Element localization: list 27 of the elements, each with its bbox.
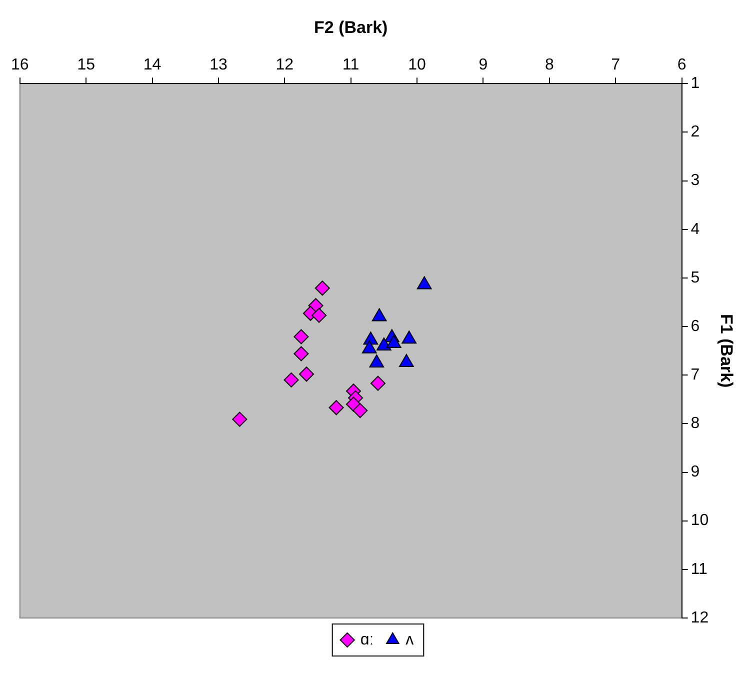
y-tick-label: 3 xyxy=(690,172,700,190)
y-tick-label: 8 xyxy=(690,415,700,432)
y-tick-label: 2 xyxy=(690,124,700,141)
x-tick-label: 10 xyxy=(408,56,426,74)
y-tick-label: 1 xyxy=(690,75,700,92)
y-tick-label: 5 xyxy=(690,269,700,286)
x-tick-label: 13 xyxy=(210,56,228,74)
y-tick-label: 11 xyxy=(690,560,708,578)
x-tick-label: 11 xyxy=(342,56,360,74)
x-tick-label: 16 xyxy=(11,56,29,74)
legend-label: ɑː xyxy=(360,631,374,648)
y-tick-label: 6 xyxy=(690,318,700,335)
x-tick-label: 8 xyxy=(544,56,554,74)
y-tick-label: 4 xyxy=(690,220,700,238)
x-tick-label: 15 xyxy=(77,56,96,74)
x-tick-label: 9 xyxy=(478,56,488,74)
legend-label: ʌ xyxy=(406,631,414,648)
y-tick-label: 12 xyxy=(690,609,709,626)
x-axis-title: F2 (Bark) xyxy=(314,18,388,37)
y-tick-label: 9 xyxy=(690,464,700,481)
x-tick-label: 7 xyxy=(611,56,620,74)
y-axis-title: F1 (Bark) xyxy=(717,314,736,388)
y-tick-label: 10 xyxy=(690,512,709,530)
x-tick-label: 12 xyxy=(276,56,294,74)
y-tick-label: 7 xyxy=(690,366,700,384)
x-tick-label: 6 xyxy=(677,56,686,74)
x-tick-label: 14 xyxy=(143,56,162,74)
